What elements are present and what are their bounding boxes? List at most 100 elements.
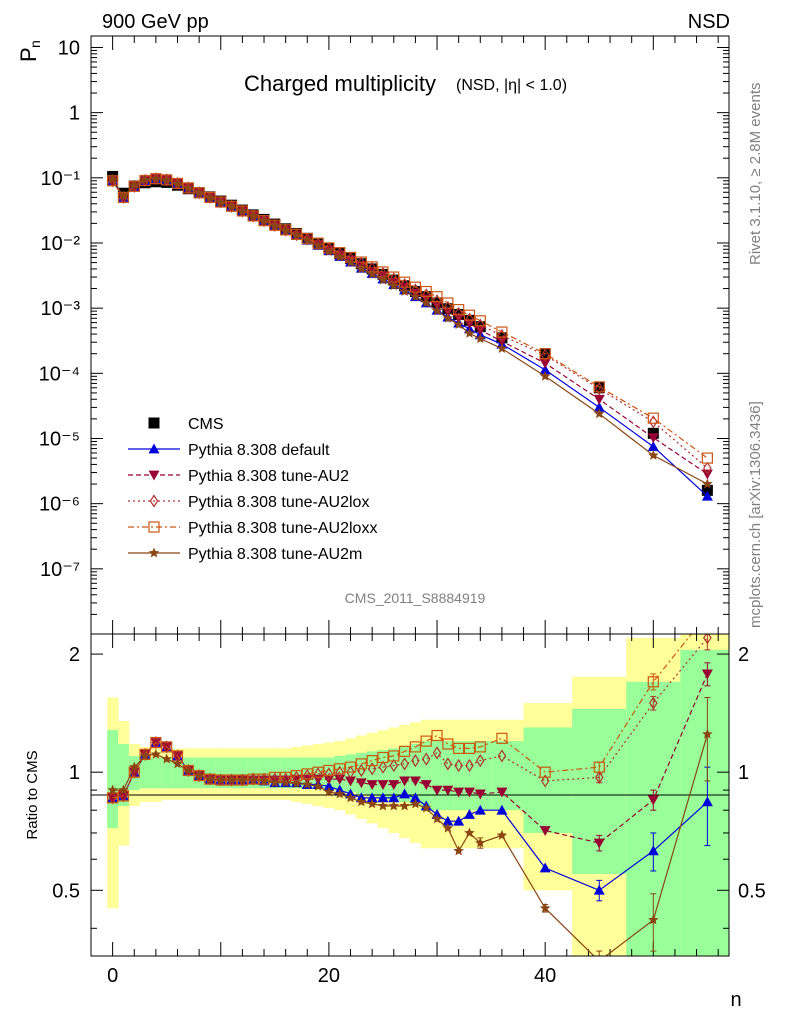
data-point <box>453 845 464 856</box>
rivet-version: Rivet 3.1.10, ≥ 2.8M events <box>747 83 764 266</box>
band-inner <box>107 730 119 829</box>
data-point <box>648 449 659 460</box>
band-inner <box>139 757 151 789</box>
data-point <box>409 741 422 753</box>
data-point <box>118 784 129 795</box>
data-point <box>593 381 605 393</box>
data-point <box>248 210 259 221</box>
legend-label: Pythia 8.308 tune-AU2loxx <box>188 520 377 537</box>
data-point <box>431 729 443 742</box>
y-tick-label-ratio-right: 2 <box>738 644 749 666</box>
data-point <box>237 205 248 216</box>
data-point <box>593 838 605 849</box>
data-point <box>129 179 140 190</box>
data-point <box>258 773 270 785</box>
data-point <box>129 761 140 772</box>
ratio-axis-label: Ratio to CMS <box>24 750 41 839</box>
data-point <box>701 669 713 680</box>
data-point <box>410 291 421 302</box>
data-point <box>161 741 173 753</box>
data-point <box>540 348 550 362</box>
y-axis-label-p: P <box>16 47 41 62</box>
data-point <box>442 815 454 826</box>
data-point <box>474 315 486 327</box>
data-point <box>302 779 313 789</box>
data-point <box>355 778 367 789</box>
data-point <box>703 634 712 645</box>
legend-label: Pythia 8.308 default <box>188 442 330 459</box>
data-point <box>497 328 507 343</box>
data-point <box>204 773 216 784</box>
data-point <box>280 777 291 788</box>
data-point <box>247 773 259 785</box>
data-point <box>139 750 151 761</box>
data-point <box>647 433 659 444</box>
data-point <box>496 787 508 798</box>
series-line <box>112 178 708 485</box>
band-inner <box>410 743 422 806</box>
data-point <box>280 224 292 236</box>
data-point <box>594 382 604 396</box>
data-point <box>248 774 259 785</box>
x-tick-label: 20 <box>318 965 340 987</box>
data-point <box>107 792 119 804</box>
data-point <box>291 229 302 240</box>
band-inner <box>388 748 400 800</box>
y-tick-label-main: 10⁻² <box>41 233 81 255</box>
data-point <box>183 182 194 193</box>
band-inner <box>247 757 260 789</box>
data-point <box>453 742 465 754</box>
band-inner <box>226 757 238 789</box>
data-point <box>270 218 280 233</box>
data-point <box>161 753 172 764</box>
data-point <box>193 770 205 781</box>
x-tick-label: 0 <box>107 965 118 987</box>
data-point <box>377 800 389 811</box>
data-point <box>150 748 162 759</box>
data-point <box>539 826 551 837</box>
y-tick-label-main: 10⁻⁶ <box>39 494 80 516</box>
main-axis-ticks: 10⁻⁷ 10⁻⁶ 10⁻⁵ 10⁻⁴ 10⁻³ 10⁻² 10⁻¹ 1 10 <box>39 36 729 635</box>
data-point <box>442 312 454 323</box>
y-tick-label-main: 10⁻¹ <box>41 168 81 190</box>
data-point <box>432 746 442 760</box>
data-point <box>496 343 508 353</box>
data-point <box>281 223 290 237</box>
band-inner <box>399 746 411 802</box>
y-tick-label-main: 10⁻⁵ <box>39 428 80 450</box>
data-point <box>703 461 712 475</box>
data-point <box>454 758 463 773</box>
y-tick-label-main: 10⁻⁷ <box>40 559 80 581</box>
data-point <box>323 786 335 797</box>
data-point <box>399 800 410 811</box>
data-point <box>421 752 431 766</box>
data-point <box>539 766 551 778</box>
band-inner <box>377 749 389 798</box>
data-point <box>193 187 205 199</box>
legend-item: CMS <box>148 416 224 433</box>
data-point <box>366 755 378 767</box>
data-point <box>345 792 356 803</box>
data-point <box>399 776 411 787</box>
data-point <box>356 263 367 274</box>
band-inner <box>491 741 525 811</box>
band-inner <box>301 757 314 789</box>
data-point <box>431 785 443 796</box>
y-tick-label-ratio: 0.5 <box>52 880 80 902</box>
data-point <box>702 728 713 739</box>
series-pythia-8-308-tune-au2m <box>107 697 713 956</box>
data-point <box>453 815 465 826</box>
band-inner <box>258 757 270 789</box>
data-point <box>323 246 335 256</box>
legend-item: Pythia 8.308 default <box>128 442 330 459</box>
data-point <box>302 234 313 245</box>
process-label: NSD <box>688 11 730 33</box>
band-inner <box>453 741 465 811</box>
data-point <box>593 382 605 394</box>
data-point <box>346 765 355 779</box>
data-point <box>453 787 465 798</box>
data-point <box>172 758 183 769</box>
data-point <box>421 802 432 813</box>
data-point <box>475 333 486 344</box>
data-point <box>421 297 432 308</box>
